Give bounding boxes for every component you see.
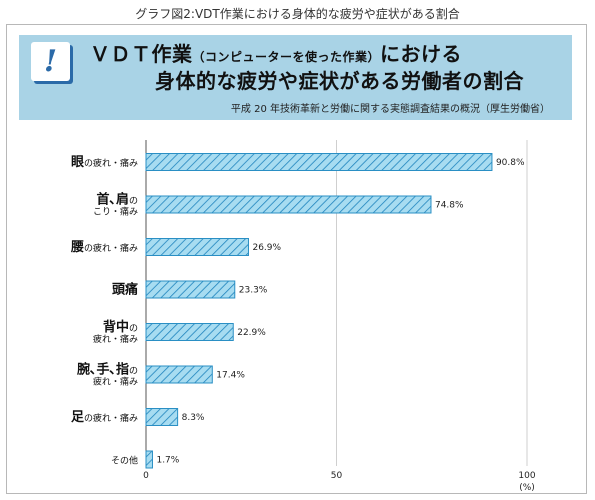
category-sublabel: こり・痛み (93, 206, 138, 218)
category-label: 腰の疲れ・痛み (70, 240, 138, 255)
title-banner (19, 35, 572, 120)
bar (145, 323, 234, 341)
chart-title-line1: ＶＤＴ作業（コンピューターを使った作業）における (90, 38, 462, 67)
value-labels: 90.8% 74.8% 26.9% 23.3% 22.9% 17.4% 8.3% 1.7% (156, 158, 525, 466)
value-label: 23.3% (239, 286, 268, 296)
category-label: 眼の疲れ・痛み (71, 155, 138, 170)
category-label: 首､肩の (96, 192, 138, 208)
value-label: 74.8% (435, 201, 464, 211)
category-label: その他 (111, 455, 138, 467)
value-label: 26.9% (252, 243, 281, 253)
bar (145, 450, 153, 469)
bar (145, 153, 493, 171)
category-label: 背中の (103, 319, 138, 335)
value-label: 90.8% (496, 158, 525, 168)
value-label: 17.4% (216, 371, 245, 381)
bar (145, 365, 213, 384)
category-sublabel: 疲れ・痛み (93, 333, 138, 345)
bar (145, 280, 236, 299)
x-tick-label: 50 (331, 471, 343, 481)
x-tick-label: 100 (518, 471, 535, 481)
category-labels: 眼の疲れ・痛み首､肩のこり・痛み腰の疲れ・痛み頭痛背中の疲れ・痛み腕､手､指の疲… (70, 155, 138, 467)
x-tick-label: 0 (143, 471, 149, 481)
bar (145, 195, 432, 214)
exclamation-badge-icon: ! (31, 42, 70, 81)
title-part1: ＶＤＴ作業 (90, 42, 193, 66)
bar (145, 238, 249, 256)
category-label: 頭痛 (112, 282, 138, 298)
x-unit-label: (%) (519, 483, 535, 493)
title-paren: （コンピューターを使った作業） (192, 50, 381, 64)
x-axis: 0 50 100 (%) (143, 471, 536, 493)
chart-title-line2: 身体的な疲労や症状がある労働者の割合 (155, 69, 524, 93)
title-part2: における (380, 42, 463, 66)
category-label: 足の疲れ・痛み (71, 410, 138, 425)
chart-source: 平成 20 年技術革新と労働に関する実態調査結果の概況（厚生労働省） (230, 104, 550, 115)
bars (145, 153, 493, 469)
category-label: 腕､手､指の (77, 362, 138, 378)
figure-caption: グラフ図2:VDT作業における身体的な疲労や症状がある割合 (135, 7, 460, 21)
value-label: 1.7% (156, 456, 179, 466)
value-label: 8.3% (182, 413, 205, 423)
bar (145, 408, 179, 426)
value-label: 22.9% (237, 328, 266, 338)
category-sublabel: 疲れ・痛み (93, 376, 138, 388)
